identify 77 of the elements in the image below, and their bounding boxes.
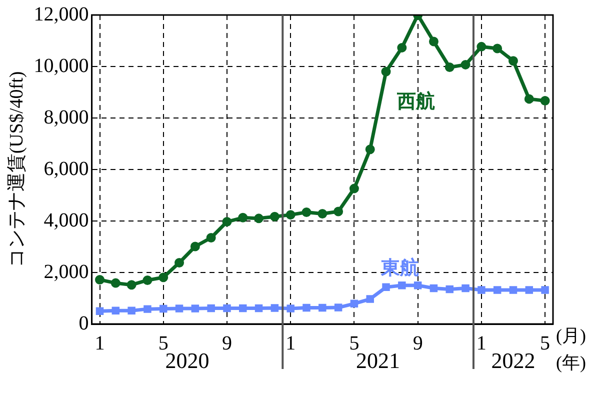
point	[397, 42, 407, 52]
point	[492, 44, 502, 54]
point	[286, 304, 294, 312]
point	[349, 184, 359, 194]
point	[110, 278, 120, 288]
y-axis-title: コンテナ運賃(US$/40ft)	[6, 71, 28, 268]
series-label: 東航	[380, 257, 420, 280]
x-tick-label: 9	[412, 332, 423, 354]
point	[175, 304, 184, 312]
point	[302, 207, 312, 217]
x-tick-label: 1	[94, 332, 105, 354]
point	[365, 144, 375, 154]
point	[206, 232, 216, 242]
point	[460, 60, 470, 70]
point	[190, 242, 200, 252]
y-tick-label: 6,000	[44, 158, 89, 180]
point	[318, 209, 328, 219]
x-tick-label: 1	[476, 332, 486, 354]
point	[478, 286, 486, 294]
point	[286, 210, 296, 220]
point	[96, 307, 104, 315]
point	[525, 286, 534, 294]
y-tick-label: 10,000	[34, 54, 89, 77]
text: (年)	[556, 352, 586, 373]
y-tick-label: 12,000	[34, 3, 89, 26]
point	[366, 295, 374, 303]
point	[334, 304, 342, 312]
point	[381, 66, 391, 76]
point	[444, 62, 454, 72]
point	[270, 212, 280, 222]
point	[509, 286, 518, 294]
point	[238, 212, 248, 222]
y-tick-label: 2,000	[44, 260, 89, 283]
point	[207, 304, 215, 312]
y-tick-label: 4,000	[44, 209, 89, 232]
point	[144, 305, 152, 313]
x-tick-label: 9	[222, 332, 232, 354]
y-tick-label: 0	[78, 312, 89, 334]
x-tick-label: 5	[158, 332, 168, 354]
point	[142, 275, 152, 285]
point	[254, 214, 264, 224]
point	[540, 96, 550, 106]
text: (月)	[556, 326, 586, 346]
point	[302, 304, 310, 312]
point	[112, 306, 120, 314]
point	[524, 94, 534, 104]
y-tick-label: 8,000	[44, 106, 89, 128]
point	[350, 300, 358, 308]
point	[223, 304, 231, 312]
point	[270, 304, 279, 312]
point	[239, 304, 247, 312]
point	[159, 304, 168, 313]
point	[493, 286, 502, 294]
series-label: 西航	[396, 90, 435, 113]
point	[508, 56, 518, 66]
point	[398, 282, 406, 290]
text: 2022	[491, 348, 536, 373]
point	[174, 258, 184, 268]
point	[191, 304, 200, 312]
x-tick-label: 1	[286, 332, 296, 354]
point	[318, 304, 326, 312]
point	[414, 282, 422, 290]
x-tick-label: 5	[540, 332, 550, 354]
point	[462, 284, 470, 292]
point	[541, 286, 549, 294]
point	[476, 42, 486, 52]
point	[430, 284, 438, 292]
point	[95, 274, 104, 284]
point	[158, 272, 168, 282]
point	[334, 206, 344, 216]
point	[254, 304, 263, 312]
point	[446, 285, 454, 294]
point	[382, 283, 390, 292]
point	[128, 306, 136, 314]
point	[126, 280, 136, 290]
point	[222, 217, 232, 227]
point	[428, 36, 438, 46]
